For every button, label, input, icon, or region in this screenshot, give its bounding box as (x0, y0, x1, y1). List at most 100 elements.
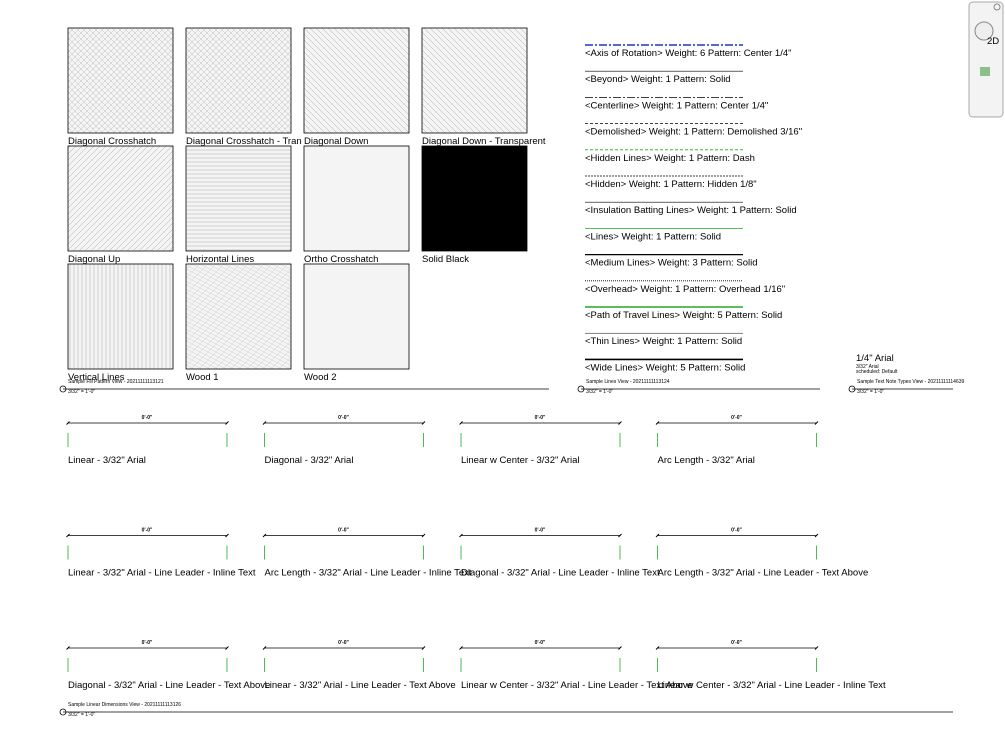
dimension-text: 0'-0" (535, 640, 546, 646)
dimension-tick (459, 421, 463, 425)
dimension-text: 0'-0" (535, 528, 546, 534)
line-style-label: <Demolished> Weight: 1 Pattern: Demolish… (585, 127, 802, 138)
dimension-tick (262, 533, 267, 538)
dimension-tick (421, 646, 426, 650)
text-note-detail: 3/32" Arial (856, 364, 879, 370)
line-style-label: <Overhead> Weight: 1 Pattern: Overhead 1… (585, 284, 785, 295)
pattern-swatch (185, 27, 292, 134)
line-style-label: <Insulation Batting Lines> Weight: 1 Pat… (585, 205, 797, 216)
pattern-label: Ortho Crosshatch (304, 254, 378, 265)
dimension-tick (618, 533, 622, 538)
navigation-bar: 2D (968, 1, 1004, 118)
pattern-label: Diagonal Up (68, 254, 120, 265)
line-style-label: <Wide Lines> Weight: 5 Pattern: Solid (585, 362, 745, 373)
dimension-tick (262, 421, 267, 425)
dimension-tick (814, 421, 819, 425)
line-style-label: <Axis of Rotation> Weight: 6 Pattern: Ce… (585, 48, 792, 59)
dimension-type-label: Arc Length - 3/32" Arial - Line Leader -… (265, 568, 472, 579)
dimension-tick (618, 646, 622, 650)
dimension-type-label: Linear - 3/32" Arial - Line Leader - Tex… (265, 680, 456, 691)
dimension-tick (655, 421, 660, 425)
dimension-tick (459, 533, 463, 538)
dimension-tick (66, 421, 70, 425)
dimension-text: 0'-0" (142, 415, 153, 421)
dimension-tick (421, 421, 426, 425)
dimension-text: 0'-0" (731, 640, 742, 646)
view-scale: 3/32" = 1'-0" (68, 712, 95, 718)
dimension-type-label: Arc Length - 3/32" Arial (658, 455, 755, 466)
pattern-swatch (185, 145, 292, 252)
view-scale: 3/32" = 1'-0" (68, 389, 95, 395)
pattern-swatch (303, 27, 410, 134)
close-button[interactable] (993, 3, 1001, 11)
dimension-tick (655, 533, 660, 538)
text-note: 1/4" Arial (856, 353, 894, 364)
wheel-label: 2D (987, 36, 999, 47)
dimension-text: 0'-0" (535, 415, 546, 421)
view-title: Sample Lines View - 20211111113124 (586, 379, 670, 385)
dimension-tick (66, 533, 70, 538)
dimension-type-label: Diagonal - 3/32" Arial - Line Leader - T… (68, 680, 270, 691)
dimension-text: 0'-0" (142, 640, 153, 646)
dimension-type-label: Linear - 3/32" Arial - Line Leader - Inl… (68, 568, 256, 579)
dimension-type-label: Linear - 3/32" Arial (68, 455, 146, 466)
pattern-swatch (67, 145, 174, 252)
pattern-label: Diagonal Crosshatch - Tran (186, 136, 302, 147)
pattern-label: Horizontal Lines (186, 254, 254, 265)
dimension-text: 0'-0" (338, 528, 349, 534)
pattern-label: Diagonal Down (304, 136, 368, 147)
dimension-tick (225, 421, 229, 425)
steering-wheel[interactable] (974, 21, 994, 41)
line-style-label: <Thin Lines> Weight: 1 Pattern: Solid (585, 336, 742, 347)
pattern-swatch (67, 27, 174, 134)
pattern-swatch (303, 263, 410, 370)
line-style-label: <Medium Lines> Weight: 3 Pattern: Solid (585, 258, 758, 269)
dimension-type-label: Linear w Center - 3/32" Arial (461, 455, 580, 466)
line-style-label: <Hidden Lines> Weight: 1 Pattern: Dash (585, 153, 755, 164)
dimension-type-label: Diagonal - 3/32" Arial (265, 455, 354, 466)
dimension-tick (66, 646, 70, 650)
zoom-button[interactable] (980, 67, 990, 76)
view-title: Sample Text Note Types View - 2021111111… (857, 379, 965, 385)
line-style-label: <Path of Travel Lines> Weight: 5 Pattern… (585, 310, 782, 321)
view-title: Sample Linear Dimensions View - 20211111… (68, 702, 181, 708)
pattern-swatch (421, 27, 528, 134)
view-scale: 3/32" = 1'-0" (857, 389, 884, 395)
line-style-label: <Centerline> Weight: 1 Pattern: Center 1… (585, 100, 768, 111)
dimension-tick (814, 533, 819, 538)
view-scale: 3/32" = 1'-0" (586, 389, 613, 395)
pattern-label: Wood 2 (304, 372, 337, 383)
dimension-tick (655, 646, 660, 650)
dimension-tick (421, 533, 426, 538)
line-style-label: <Hidden> Weight: 1 Pattern: Hidden 1/8" (585, 179, 757, 190)
dimension-tick (262, 646, 267, 650)
pattern-swatch (67, 263, 174, 370)
pattern-label: Solid Black (422, 254, 469, 265)
dimension-tick (618, 421, 622, 425)
pattern-swatch (421, 145, 528, 252)
dimension-tick (225, 646, 229, 650)
dimension-type-label: Diagonal - 3/32" Arial - Line Leader - I… (461, 568, 660, 579)
pattern-swatch (303, 145, 410, 252)
dimension-text: 0'-0" (338, 415, 349, 421)
pattern-label: Diagonal Down - Transparent (422, 136, 546, 147)
dimension-type-label: Arc Length - 3/32" Arial - Line Leader -… (658, 568, 869, 579)
view-title: Sample Fill Pattern View - 2021111111312… (68, 379, 164, 385)
dimension-text: 0'-0" (142, 528, 153, 534)
line-style-label: <Lines> Weight: 1 Pattern: Solid (585, 231, 721, 242)
pattern-label: Vertical Lines (68, 372, 125, 383)
dimension-type-label: Linear w Center - 3/32" Arial - Line Lea… (461, 680, 693, 691)
pattern-label: Wood 1 (186, 372, 219, 383)
dimension-tick (814, 646, 819, 650)
line-style-label: <Beyond> Weight: 1 Pattern: Solid (585, 74, 731, 85)
dimension-type-label: Linear w Center - 3/32" Arial - Line Lea… (658, 680, 887, 691)
pattern-swatch (185, 263, 292, 370)
dimension-tick (225, 533, 229, 538)
dimension-tick (459, 646, 463, 650)
dimension-text: 0'-0" (338, 640, 349, 646)
dimension-text: 0'-0" (731, 528, 742, 534)
pattern-label: Diagonal Crosshatch (68, 136, 156, 147)
dimension-text: 0'-0" (731, 415, 742, 421)
text-note-detail: scheduled: Default (856, 369, 898, 375)
